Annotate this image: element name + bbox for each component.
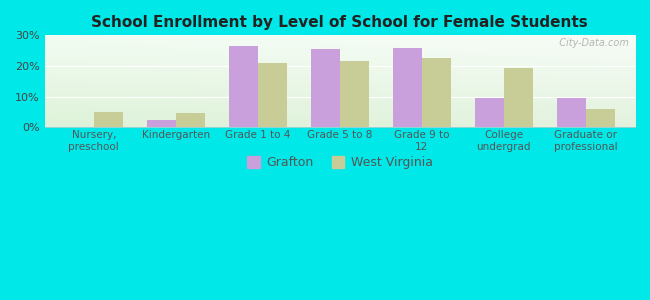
Bar bbox=[393, 48, 422, 127]
Bar bbox=[504, 68, 532, 127]
Text: City-Data.com: City-Data.com bbox=[553, 38, 629, 48]
Bar bbox=[147, 120, 176, 127]
Bar bbox=[311, 49, 340, 127]
Bar bbox=[340, 61, 369, 127]
Bar bbox=[258, 63, 287, 127]
Bar bbox=[229, 46, 258, 127]
Legend: Grafton, West Virginia: Grafton, West Virginia bbox=[242, 151, 437, 174]
Bar bbox=[557, 98, 586, 127]
Bar bbox=[94, 112, 122, 127]
Bar bbox=[422, 58, 450, 127]
Bar bbox=[475, 98, 504, 127]
Bar bbox=[176, 113, 205, 127]
Title: School Enrollment by Level of School for Female Students: School Enrollment by Level of School for… bbox=[92, 15, 588, 30]
Bar bbox=[586, 109, 614, 127]
